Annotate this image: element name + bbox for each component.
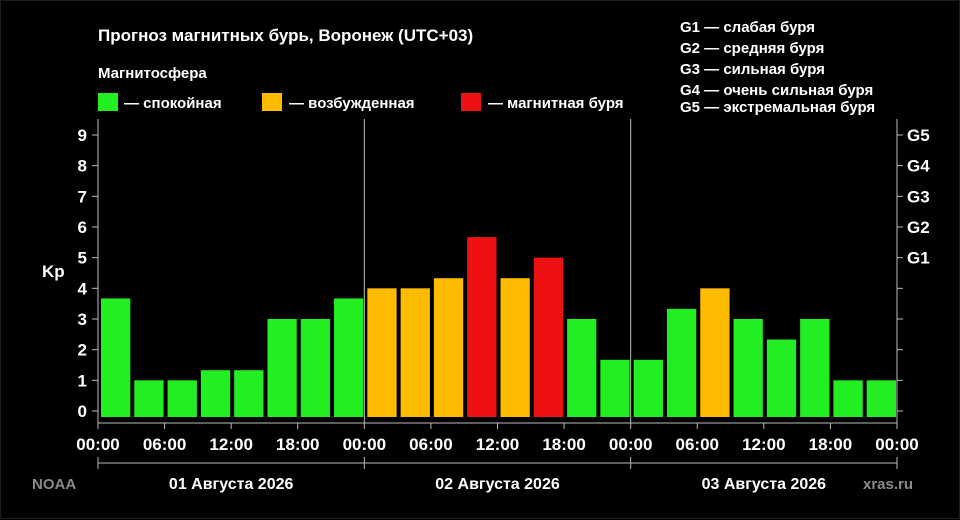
x-tick-label: 12:00 <box>476 435 519 454</box>
kp-bar <box>866 380 896 417</box>
source-left: NOAA <box>32 476 76 493</box>
kp-bar <box>234 370 264 417</box>
kp-bar <box>101 298 131 417</box>
legend-swatch-unsettled <box>262 93 282 111</box>
legend-swatch-quiet <box>98 93 118 111</box>
x-tick-label: 06:00 <box>409 435 452 454</box>
legend-heading: Магнитосфера <box>98 65 207 82</box>
kp-bar <box>267 318 297 417</box>
kp-bar <box>200 370 231 417</box>
kp-bar <box>833 380 863 417</box>
y-tick-label: 4 <box>78 279 88 298</box>
kp-bar <box>733 318 763 417</box>
x-tick-label: 06:00 <box>676 435 719 454</box>
x-tick-label: 12:00 <box>742 435 785 454</box>
kp-bar <box>134 380 164 417</box>
labels-layer: 0 1 2 3 4 5 6 7 8 9 G1 G2 G3 G4 G5 00:00 06:00 12:00 18:00… <box>76 126 930 493</box>
g-scale-g2: G2 — средняя буря <box>680 40 824 57</box>
kp-bar <box>467 237 497 417</box>
kp-bar <box>533 257 564 417</box>
y-tick-label: 9 <box>78 126 87 145</box>
y-tick-label: 3 <box>78 310 87 329</box>
y-tick-label: 5 <box>78 249 87 268</box>
x-tick-label: 18:00 <box>276 435 319 454</box>
g-scale-g1: G1 — слабая буря <box>680 19 815 36</box>
y-tick-label: 7 <box>78 187 87 206</box>
kp-bar <box>600 359 630 417</box>
kp-bar <box>400 288 430 417</box>
g-level-label: G5 <box>907 126 930 145</box>
kp-bar <box>666 308 697 417</box>
x-tick-label: 18:00 <box>809 435 852 454</box>
date-label: 01 Августа 2026 <box>169 476 294 493</box>
legend-label-storm: — магнитная буря <box>488 95 624 112</box>
x-tick-label: 00:00 <box>343 435 386 454</box>
kp-bar <box>766 339 797 417</box>
g-scale-g3: G3 — сильная буря <box>680 61 825 78</box>
axes-layer <box>92 119 903 469</box>
x-tick-label: 00:00 <box>609 435 652 454</box>
kp-bar <box>167 380 197 417</box>
legend-label-unsettled: — возбужденная <box>289 95 415 112</box>
x-tick-label: 00:00 <box>76 435 119 454</box>
g-level-label: G2 <box>907 218 930 237</box>
y-tick-label: 0 <box>78 402 87 421</box>
bars-layer <box>101 237 896 417</box>
date-label: 02 Августа 2026 <box>435 476 560 493</box>
legend-swatch-storm <box>461 93 481 111</box>
kp-bar <box>633 359 663 417</box>
chart-title: Прогноз магнитных бурь, Воронеж (UTC+03) <box>98 26 473 45</box>
x-tick-label: 06:00 <box>143 435 186 454</box>
kp-bar <box>800 318 830 417</box>
source-right: xras.ru <box>863 476 913 493</box>
kp-bar <box>567 318 597 417</box>
kp-bar <box>367 288 397 417</box>
date-label: 03 Августа 2026 <box>702 476 827 493</box>
y-tick-label: 6 <box>78 218 87 237</box>
y-tick-label: 2 <box>78 341 87 360</box>
x-tick-label: 18:00 <box>542 435 585 454</box>
g-level-label: G1 <box>907 249 930 268</box>
kp-bar <box>334 298 364 417</box>
legend-label-quiet: — спокойная <box>124 95 222 112</box>
g-level-label: G3 <box>907 187 930 206</box>
y-axis-label: Kp <box>42 262 65 281</box>
g-level-label: G4 <box>907 157 930 176</box>
kp-bar <box>700 288 730 417</box>
kp-bar <box>433 278 464 417</box>
x-tick-label: 00:00 <box>875 435 918 454</box>
y-tick-label: 8 <box>78 157 87 176</box>
g-scale-g5: G5 — экстремальная буря <box>680 99 875 116</box>
kp-bar <box>500 278 530 417</box>
g-scale-g4: G4 — очень сильная буря <box>680 82 873 99</box>
y-tick-label: 1 <box>78 371 87 390</box>
x-tick-label: 12:00 <box>209 435 252 454</box>
kp-bar <box>300 318 331 417</box>
